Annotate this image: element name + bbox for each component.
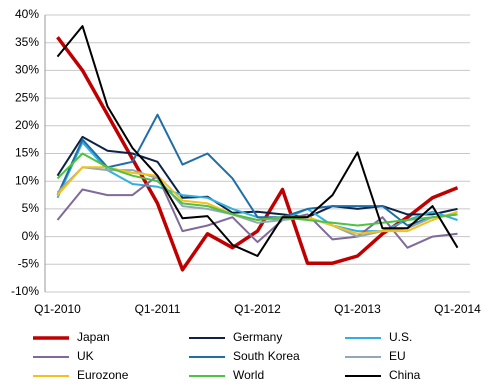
legend-label: EU (389, 349, 406, 363)
y-tick-label: 30% (15, 63, 39, 77)
y-tick-label: 0% (22, 229, 40, 243)
series-line (56, 135, 458, 219)
y-tick-label: 35% (15, 35, 39, 49)
legend-label: Germany (233, 330, 282, 344)
legend-label: Eurozone (77, 368, 129, 382)
x-tick-label: Q1-2010 (34, 302, 81, 316)
series-line (56, 25, 459, 257)
series-line (56, 166, 458, 238)
x-tick-label: Q1-2014 (434, 302, 481, 316)
y-tick-label: 5% (22, 201, 40, 215)
x-tick-label: Q1-2013 (334, 302, 381, 316)
y-tick-label: -10% (11, 284, 39, 298)
y-tick-label: 25% (15, 90, 39, 104)
legend-label: China (389, 368, 421, 382)
legend-label: U.S. (389, 330, 412, 344)
y-tick-label: -5% (18, 256, 40, 270)
series-line (56, 113, 458, 227)
series-line (56, 152, 458, 227)
legend-label: UK (77, 349, 94, 363)
legend-label: World (233, 368, 264, 382)
legend-label: South Korea (233, 349, 300, 363)
legend-label: Japan (77, 330, 110, 344)
x-tick-label: Q1-2012 (234, 302, 281, 316)
y-tick-label: 15% (15, 146, 39, 160)
y-tick-label: 20% (15, 118, 39, 132)
y-tick-label: 40% (15, 7, 39, 21)
y-tick-label: 10% (15, 173, 39, 187)
x-tick-label: Q1-2011 (135, 302, 181, 316)
